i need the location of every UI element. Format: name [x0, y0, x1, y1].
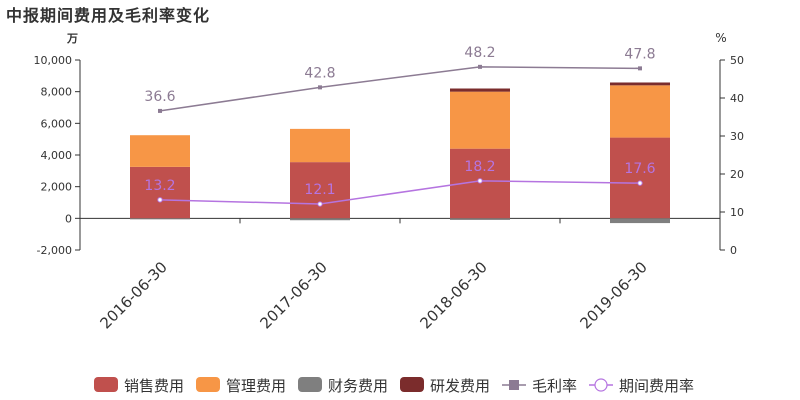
legend-label-期间费用率: 期间费用率 [619, 377, 694, 395]
data-label-期间费用率: 13.2 [144, 178, 175, 194]
chart-title: 中报期间费用及毛利率变化 [6, 6, 211, 25]
legend-label-财务费用: 财务费用 [328, 377, 388, 395]
y-right-tick-label: 40 [730, 92, 744, 105]
data-label-期间费用率: 12.1 [304, 182, 335, 198]
x-tick-label: 2018-06-30 [416, 258, 490, 332]
y-left-tick-label: -2,000 [37, 244, 72, 257]
data-label-期间费用率: 18.2 [464, 159, 495, 175]
y-right-tick-label: 20 [730, 168, 744, 181]
data-label-毛利率: 36.6 [144, 89, 175, 105]
legend-label-研发费用: 研发费用 [430, 377, 490, 395]
point-毛利率 [158, 108, 162, 113]
legend-swatch-研发费用 [400, 377, 424, 392]
data-label-毛利率: 47.8 [624, 46, 655, 62]
data-label-毛利率: 48.2 [464, 45, 495, 61]
bar-销售费用 [130, 166, 190, 219]
bar-管理费用 [290, 128, 350, 163]
point-毛利率 [318, 85, 322, 90]
bar-研发费用 [610, 82, 670, 86]
x-tick-label: 2016-06-30 [96, 258, 170, 332]
bar-管理费用 [610, 85, 670, 138]
legend-label-销售费用: 销售费用 [124, 377, 184, 395]
bar-财务费用 [610, 218, 670, 224]
point-毛利率 [638, 66, 642, 71]
y-right-tick-label: 10 [730, 206, 744, 219]
bar-财务费用 [450, 218, 510, 220]
point-期间费用率 [317, 201, 323, 207]
x-tick-label: 2017-06-30 [256, 258, 330, 332]
bar-财务费用 [130, 218, 190, 220]
bar-管理费用 [130, 135, 190, 167]
y-right-unit: % [715, 31, 726, 45]
data-label-期间费用率: 17.6 [624, 161, 655, 177]
legend-label-毛利率: 毛利率 [532, 377, 577, 395]
legend-marker-毛利率 [509, 380, 519, 390]
legend-swatch-销售费用 [94, 377, 118, 392]
bar-研发费用 [450, 88, 510, 92]
legend-label-管理费用: 管理费用 [226, 377, 286, 395]
point-毛利率 [478, 64, 482, 69]
y-left-tick-label: 10,000 [34, 54, 73, 67]
line-毛利率 [159, 66, 641, 112]
y-left-tick-label: 2,000 [41, 181, 73, 194]
legend-swatch-财务费用 [298, 377, 322, 392]
y-left-tick-label: 0 [65, 212, 72, 225]
bar-销售费用 [290, 162, 350, 219]
y-left-tick-label: 8,000 [41, 86, 73, 99]
bar-销售费用 [610, 137, 670, 219]
point-期间费用率 [157, 197, 163, 203]
y-right-tick-label: 30 [730, 130, 744, 143]
line-期间费用率 [159, 180, 641, 205]
x-tick-label: 2019-06-30 [576, 258, 650, 332]
y-right-tick-label: 0 [730, 244, 737, 257]
legend-swatch-管理费用 [196, 377, 220, 392]
bar-管理费用 [450, 91, 510, 149]
point-期间费用率 [477, 178, 483, 184]
y-left-tick-label: 6,000 [41, 117, 73, 130]
y-right-tick-label: 50 [730, 54, 744, 67]
point-期间费用率 [637, 180, 643, 186]
legend-marker-期间费用率 [594, 378, 608, 392]
y-left-unit: 万 [66, 32, 78, 45]
bar-财务费用 [290, 218, 350, 221]
y-left-tick-label: 4,000 [41, 149, 73, 162]
data-label-毛利率: 42.8 [304, 65, 335, 81]
